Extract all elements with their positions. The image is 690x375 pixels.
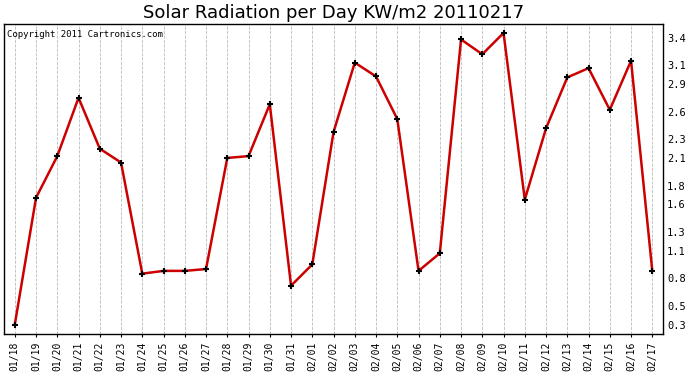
Text: Copyright 2011 Cartronics.com: Copyright 2011 Cartronics.com — [8, 30, 164, 39]
Title: Solar Radiation per Day KW/m2 20110217: Solar Radiation per Day KW/m2 20110217 — [143, 4, 524, 22]
